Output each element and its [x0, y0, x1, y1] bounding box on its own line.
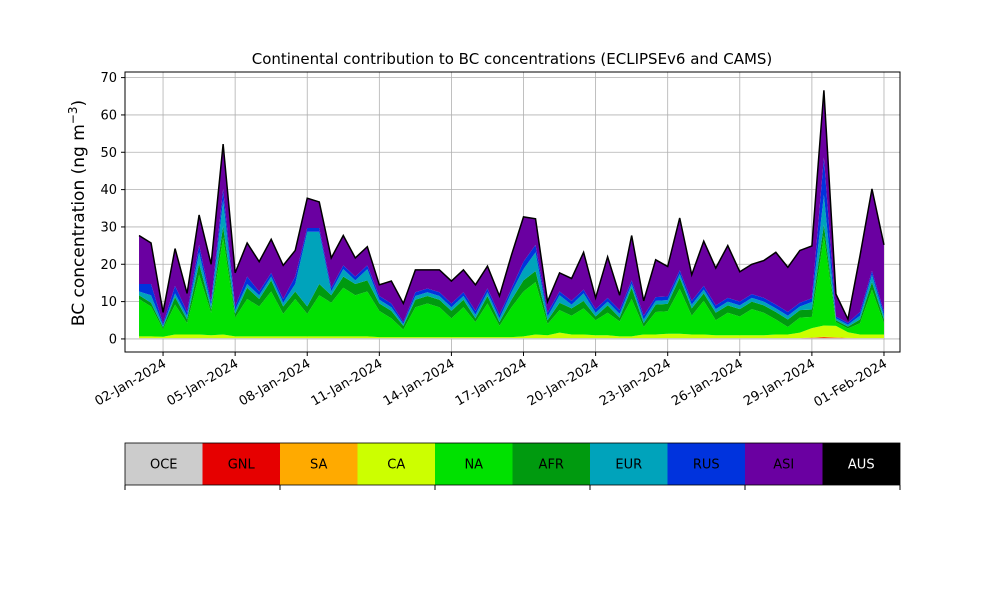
y-tick-label: 10 — [100, 295, 117, 310]
area-ca — [139, 325, 884, 339]
legend-label-gnl: GNL — [228, 458, 256, 473]
y-tick-label: 50 — [100, 146, 117, 161]
chart-title: Continental contribution to BC concentra… — [252, 50, 773, 68]
legend-label-afr: AFR — [539, 458, 564, 473]
legend-label-sa: SA — [310, 458, 327, 473]
y-tick-label: 60 — [100, 108, 117, 123]
y-axis-label-close: ) — [69, 100, 89, 107]
x-tick-label: 05-Jan-2024 — [165, 356, 242, 409]
area-gnl — [139, 337, 884, 339]
legend-label-asi: ASI — [773, 458, 794, 473]
y-tick-label: 40 — [100, 183, 117, 198]
x-tick-label: 14-Jan-2024 — [381, 356, 458, 409]
legend-swatch-asi — [745, 443, 823, 485]
x-tick-label: 17-Jan-2024 — [453, 356, 530, 409]
x-tick-label: 20-Jan-2024 — [525, 356, 602, 409]
legend-swatch-ca — [357, 443, 435, 485]
legend-label-aus: AUS — [848, 458, 875, 473]
y-tick-label: 70 — [100, 71, 117, 86]
legend-label-eur: EUR — [615, 458, 642, 473]
legend-swatch-na — [435, 443, 513, 485]
legend-swatch-aus — [822, 443, 900, 485]
x-tick-label: 26-Jan-2024 — [669, 356, 746, 409]
y-axis-label-exponent: −3 — [66, 106, 80, 124]
colorbar: OCE GNL SA CA NA AFR EUR RUS ASI AUS — [124, 442, 901, 490]
legend-swatch-oce — [125, 443, 203, 485]
legend-label-rus: RUS — [693, 458, 720, 473]
y-axis-label: BC concentration (ng m−3) — [66, 100, 89, 326]
x-tick-label: 29-Jan-2024 — [741, 356, 818, 409]
y-tick-label: 20 — [100, 258, 117, 273]
legend-label-ca: CA — [387, 458, 405, 473]
legend-swatch-gnl — [202, 443, 280, 485]
area-na — [139, 235, 884, 338]
area-rus — [139, 157, 884, 326]
y-axis-label-text: BC concentration (ng m — [69, 124, 89, 326]
legend-swatch-rus — [667, 443, 745, 485]
legend-swatch-afr — [512, 443, 590, 485]
plot-frame — [124, 71, 901, 353]
x-tick-label: 08-Jan-2024 — [237, 356, 314, 409]
x-tick-label: 11-Jan-2024 — [309, 356, 386, 409]
total-line — [138, 90, 885, 322]
x-tick-label: 23-Jan-2024 — [597, 356, 674, 409]
plot-area: 0 10 20 30 40 50 60 70 02-Jan-202405-Jan-202408-… — [92, 71, 901, 410]
legend-swatch-sa — [280, 443, 358, 485]
x-tick-label: 01-Feb-2024 — [811, 356, 890, 410]
colorbar-frame — [124, 442, 901, 486]
area-afr — [139, 224, 884, 330]
legend-label-oce: OCE — [150, 458, 178, 473]
y-tick-label: 30 — [100, 220, 117, 235]
area-oce — [139, 338, 884, 339]
legend-label-na: NA — [464, 458, 483, 473]
area-asi — [139, 90, 884, 324]
legend-swatch-eur — [590, 443, 668, 485]
x-tick-label: 02-Jan-2024 — [92, 356, 169, 409]
y-tick-label: 0 — [109, 332, 117, 347]
